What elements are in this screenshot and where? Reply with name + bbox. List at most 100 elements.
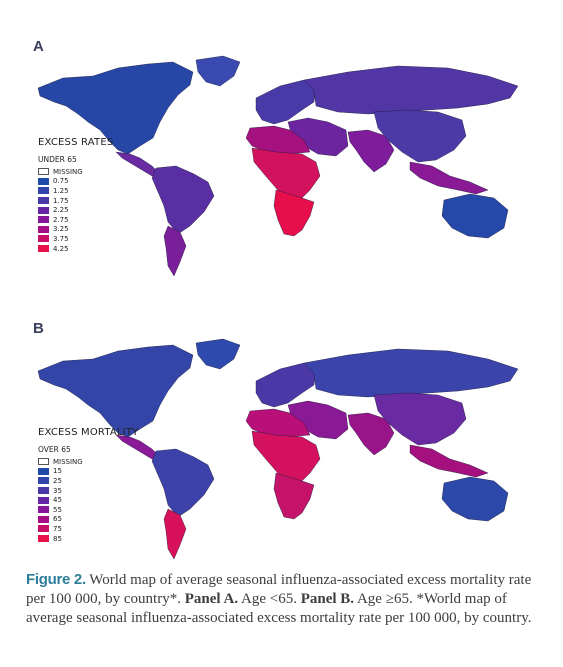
legend-swatch <box>38 458 49 466</box>
legend-label: 1.75 <box>53 196 69 205</box>
legend-swatch <box>38 235 49 243</box>
region-south-america <box>151 448 215 518</box>
legend-item: 35 <box>38 486 138 496</box>
legend-swatch <box>38 477 49 485</box>
legend-label: 75 <box>53 524 62 533</box>
caption-panel-b: Panel B. <box>300 591 355 607</box>
legend-label: 0.75 <box>53 177 69 186</box>
legend-label: 55 <box>53 505 62 514</box>
region-south-america <box>151 165 215 235</box>
region-australia <box>441 193 509 239</box>
region-south-asia <box>347 129 395 173</box>
legend-item: 55 <box>38 505 138 515</box>
legend-swatch <box>38 535 49 543</box>
legend-swatch <box>38 168 49 176</box>
legend-item: 85 <box>38 534 138 544</box>
legend-label: 3.25 <box>53 225 69 234</box>
legend-label: 85 <box>53 534 62 543</box>
legend-item: 1.25 <box>38 186 113 196</box>
panel-b-letter: B <box>33 320 44 337</box>
panel-a-letter: A <box>33 38 44 55</box>
legend-items: MISSING 0.75 1.25 1.75 2.25 2.75 3.25 3.75 4.25 <box>38 167 113 253</box>
legend-label: MISSING <box>53 167 83 176</box>
region-east-asia <box>373 109 467 163</box>
legend-item: 1.75 <box>38 196 113 206</box>
legend-item: 65 <box>38 515 138 525</box>
legend-subtitle: UNDER 65 <box>38 155 77 164</box>
region-southeast-asia <box>409 161 489 195</box>
region-north-america <box>37 61 194 155</box>
region-south-america-south <box>163 225 187 277</box>
region-africa-south <box>273 472 315 520</box>
legend-swatch <box>38 506 49 514</box>
legend-swatch <box>38 487 49 495</box>
legend-swatch <box>38 467 49 475</box>
legend-swatch <box>38 187 49 195</box>
legend-label: 15 <box>53 467 62 476</box>
legend-label: 25 <box>53 476 62 485</box>
legend-item: MISSING <box>38 457 138 467</box>
legend-label: 2.25 <box>53 206 69 215</box>
region-australia <box>441 476 509 522</box>
legend-swatch <box>38 197 49 205</box>
region-south-asia <box>347 412 395 456</box>
legend-panel-a: EXCESS RATES UNDER 65 MISSING 0.75 1.25 1.7… <box>38 137 113 253</box>
caption-text-1: World map of average seasonal influenza-… <box>26 572 532 607</box>
figure-caption: Figure 2. World map of average seasonal … <box>26 570 541 628</box>
region-europe <box>255 79 317 125</box>
legend-item: 75 <box>38 524 138 534</box>
legend-item: 45 <box>38 495 138 505</box>
legend-title: EXCESS RATES <box>38 137 114 148</box>
legend-item: 3.25 <box>38 225 113 235</box>
region-europe <box>255 362 317 408</box>
region-greenland <box>195 55 241 87</box>
region-africa-north <box>245 408 311 438</box>
region-russia <box>303 65 519 115</box>
region-central-america <box>115 151 161 177</box>
region-russia <box>303 348 519 398</box>
region-southeast-asia <box>409 444 489 478</box>
legend-swatch <box>38 245 49 253</box>
region-africa-south <box>273 189 315 237</box>
legend-swatch <box>38 216 49 224</box>
caption-text-2: Age <65. <box>238 591 301 607</box>
legend-item: MISSING <box>38 167 113 177</box>
legend-label: 45 <box>53 496 62 505</box>
region-south-america-south <box>163 508 187 560</box>
legend-label: 3.75 <box>53 234 69 243</box>
legend-label: 2.75 <box>53 215 69 224</box>
legend-swatch <box>38 206 49 214</box>
legend-subtitle: OVER 65 <box>38 445 71 454</box>
region-north-america <box>37 344 194 438</box>
world-map-panel-a <box>37 55 519 277</box>
legend-swatch <box>38 525 49 533</box>
legend-items: MISSING 15 25 35 45 55 65 75 85 <box>38 457 138 543</box>
legend-label: 35 <box>53 486 62 495</box>
legend-swatch <box>38 515 49 523</box>
legend-item: 4.25 <box>38 244 113 254</box>
legend-item: 0.75 <box>38 177 113 187</box>
legend-swatch <box>38 177 49 185</box>
world-map-panel-b <box>37 338 519 560</box>
caption-text-3: Age ≥65. *World map of average seasonal … <box>26 591 532 626</box>
legend-title: EXCESS MORTALITY <box>38 427 139 438</box>
region-africa <box>251 147 321 203</box>
legend-panel-b: EXCESS MORTALITY OVER 65 MISSING 15 25 35 45… <box>38 427 138 543</box>
legend-swatch <box>38 225 49 233</box>
legend-label: 4.25 <box>53 244 69 253</box>
legend-item: 2.25 <box>38 205 113 215</box>
legend-label: 65 <box>53 515 62 524</box>
caption-label: Figure 2. <box>26 571 86 588</box>
region-africa-north <box>245 125 311 155</box>
region-africa <box>251 430 321 486</box>
legend-label: 1.25 <box>53 186 69 195</box>
legend-item: 25 <box>38 476 138 486</box>
region-greenland <box>195 338 241 370</box>
legend-label: MISSING <box>53 457 83 466</box>
legend-item: 15 <box>38 467 138 477</box>
legend-item: 2.75 <box>38 215 113 225</box>
region-east-asia <box>373 392 467 446</box>
caption-panel-a: Panel A. <box>184 591 239 607</box>
legend-item: 3.75 <box>38 234 113 244</box>
legend-swatch <box>38 496 49 504</box>
